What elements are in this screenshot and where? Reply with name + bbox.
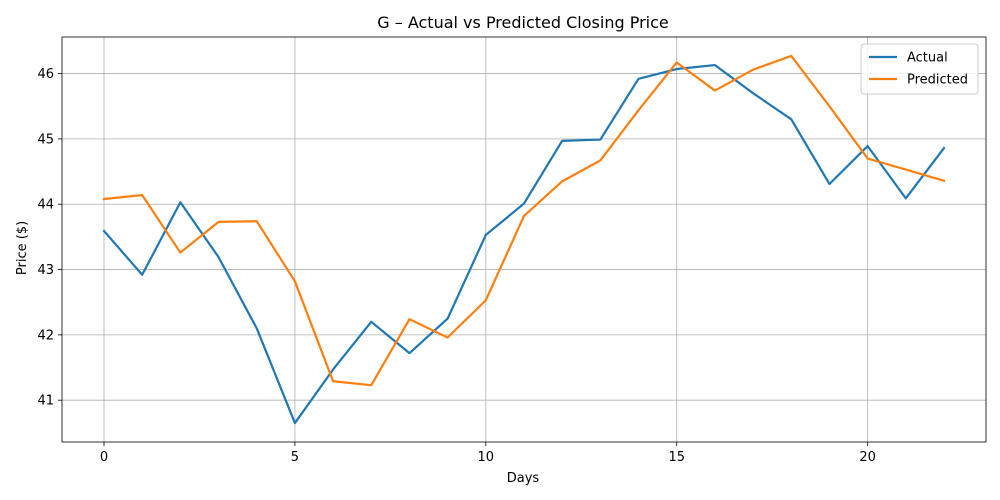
y-tick-label: 42 — [37, 328, 54, 343]
y-tick-label: 41 — [37, 394, 54, 409]
y-tick-label: 46 — [37, 67, 54, 82]
series-line-actual — [102, 63, 946, 425]
series-layer — [102, 54, 946, 425]
x-tick-label: 15 — [668, 450, 685, 465]
y-tick-label: 44 — [37, 198, 54, 213]
x-tick-label: 0 — [100, 450, 108, 465]
series-line-predicted — [102, 54, 946, 387]
x-tick-label: 20 — [859, 450, 876, 465]
legend: Actual Predicted — [860, 43, 979, 95]
legend-label-actual: Actual — [907, 51, 948, 66]
x-axis-label: Days — [507, 471, 540, 486]
y-tick-label: 43 — [37, 263, 54, 278]
y-tick-label: 45 — [37, 132, 54, 147]
chart-title: G – Actual vs Predicted Closing Price — [377, 13, 668, 32]
plot-frame — [61, 36, 987, 443]
y-axis-label: Price ($) — [15, 221, 30, 275]
grid — [62, 37, 986, 442]
x-tick-label: 10 — [478, 450, 495, 465]
legend-label-predicted: Predicted — [907, 73, 968, 88]
axis-ticks: 0 5 10 15 20 41 42 43 44 45 46 — [37, 67, 875, 465]
x-tick-label: 5 — [291, 450, 299, 465]
